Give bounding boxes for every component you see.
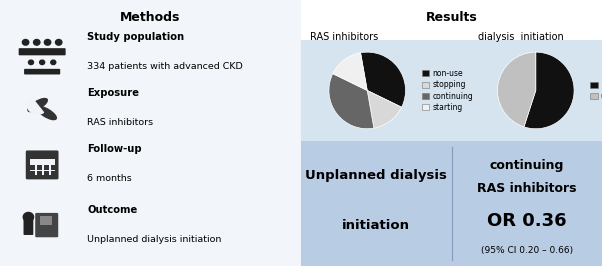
FancyBboxPatch shape xyxy=(44,172,49,176)
Text: Methods: Methods xyxy=(120,11,181,24)
FancyBboxPatch shape xyxy=(26,151,58,179)
Legend: planned, unplanned: planned, unplanned xyxy=(589,80,602,101)
FancyBboxPatch shape xyxy=(44,165,49,170)
Wedge shape xyxy=(524,52,574,129)
Text: OR 0.36: OR 0.36 xyxy=(487,212,566,230)
FancyBboxPatch shape xyxy=(24,69,60,74)
Ellipse shape xyxy=(28,98,48,112)
Wedge shape xyxy=(367,90,402,128)
FancyBboxPatch shape xyxy=(19,48,66,55)
Text: Follow-up: Follow-up xyxy=(87,144,142,154)
Circle shape xyxy=(23,213,34,222)
Wedge shape xyxy=(329,74,374,129)
Text: initiation: initiation xyxy=(343,219,410,232)
Wedge shape xyxy=(361,52,406,107)
FancyBboxPatch shape xyxy=(51,172,56,176)
FancyBboxPatch shape xyxy=(29,158,55,175)
FancyBboxPatch shape xyxy=(35,213,58,237)
Text: Results: Results xyxy=(426,11,477,24)
Circle shape xyxy=(51,60,56,65)
Text: RAS inhibitors: RAS inhibitors xyxy=(477,182,577,195)
Text: continuing: continuing xyxy=(489,160,564,172)
FancyBboxPatch shape xyxy=(27,153,57,159)
FancyBboxPatch shape xyxy=(37,165,42,170)
Text: RAS inhibitors: RAS inhibitors xyxy=(87,118,154,127)
Text: Exposure: Exposure xyxy=(87,88,139,98)
Circle shape xyxy=(34,39,40,45)
Text: Outcome: Outcome xyxy=(87,205,137,215)
Circle shape xyxy=(55,39,62,45)
Text: dialysis  initiation: dialysis initiation xyxy=(479,32,564,42)
Text: Study population: Study population xyxy=(87,32,184,42)
Text: Unplanned dialysis: Unplanned dialysis xyxy=(305,169,447,182)
Ellipse shape xyxy=(37,106,57,120)
Circle shape xyxy=(28,60,34,65)
FancyBboxPatch shape xyxy=(30,172,36,176)
Text: 6 months: 6 months xyxy=(87,174,132,183)
Circle shape xyxy=(22,39,29,45)
FancyBboxPatch shape xyxy=(23,216,33,235)
Wedge shape xyxy=(497,52,536,127)
Text: 334 patients with advanced CKD: 334 patients with advanced CKD xyxy=(87,62,243,71)
FancyBboxPatch shape xyxy=(37,172,42,176)
Wedge shape xyxy=(27,98,43,114)
Text: (95% CI 0.20 – 0.66): (95% CI 0.20 – 0.66) xyxy=(480,247,573,256)
Text: RAS inhibitors: RAS inhibitors xyxy=(310,32,378,42)
FancyBboxPatch shape xyxy=(51,165,56,170)
Legend: non-use, stopping, continuing, starting: non-use, stopping, continuing, starting xyxy=(421,68,474,113)
FancyBboxPatch shape xyxy=(30,165,36,170)
Wedge shape xyxy=(333,53,367,90)
Text: Unplanned dialysis initiation: Unplanned dialysis initiation xyxy=(87,235,222,244)
Circle shape xyxy=(45,39,51,45)
Circle shape xyxy=(40,60,45,65)
FancyBboxPatch shape xyxy=(40,216,52,225)
